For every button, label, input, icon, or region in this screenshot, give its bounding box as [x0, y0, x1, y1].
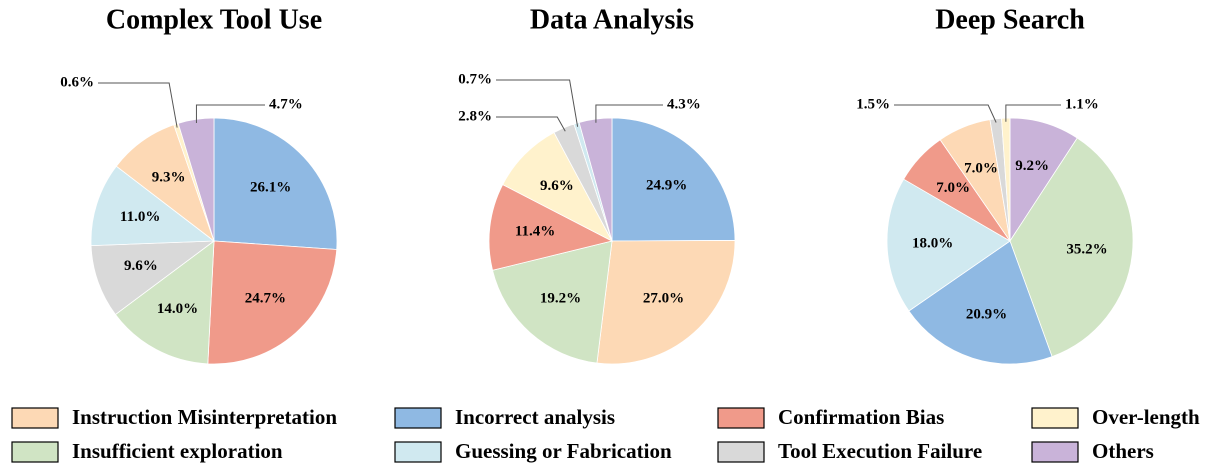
legend-swatch — [717, 407, 765, 429]
slice-label: 24.7% — [245, 290, 286, 306]
slice-label: 9.6% — [540, 178, 574, 194]
slice-label: 11.0% — [120, 209, 160, 225]
slice-label: 4.3% — [667, 96, 701, 112]
legend-swatch — [11, 407, 59, 429]
slice-label: 1.5% — [856, 96, 890, 112]
slice-label: 18.0% — [912, 235, 953, 251]
pie-slice — [90, 240, 216, 316]
slice-label: 9.3% — [152, 170, 186, 186]
pie-slice — [611, 117, 736, 242]
slice-label: 9.6% — [124, 258, 158, 274]
slice-label: 0.7% — [458, 71, 492, 87]
legend-label: Instruction Misinterpretation — [72, 405, 337, 429]
pie-slice — [502, 131, 613, 242]
legend-label: Incorrect analysis — [455, 405, 615, 429]
slice-label: 4.7% — [269, 96, 303, 112]
chart-title: Deep Search — [935, 4, 1085, 35]
pie-slice — [207, 240, 338, 365]
legend-label: Tool Execution Failure — [778, 439, 982, 463]
legend-swatch — [1031, 441, 1079, 463]
legend-swatch — [11, 441, 59, 463]
slice-label: 35.2% — [1066, 241, 1107, 257]
pie-slice — [114, 240, 215, 365]
leader-line — [894, 104, 997, 123]
slice-label: 7.0% — [936, 180, 970, 196]
slice-label: 0.6% — [60, 74, 94, 90]
slice-label: 1.1% — [1065, 96, 1099, 112]
leader-line — [195, 104, 265, 123]
slice-label: 2.8% — [458, 108, 492, 124]
slice-label: 26.1% — [250, 180, 291, 196]
legend-label: Insufficient exploration — [72, 439, 283, 463]
slice-label: 20.9% — [966, 306, 1007, 322]
leader-line — [1005, 104, 1061, 122]
legend-swatch — [394, 441, 442, 463]
pie-slice — [213, 117, 338, 250]
legend-label: Over-length — [1092, 405, 1200, 429]
leader-line — [496, 79, 579, 127]
legend-label: Guessing or Fabrication — [455, 439, 672, 463]
slice-label: 11.4% — [515, 223, 555, 239]
leader-line — [98, 82, 178, 128]
legend-label: Others — [1092, 439, 1154, 463]
slice-label: 14.0% — [157, 301, 198, 317]
pie-slice — [177, 117, 215, 242]
slice-label: 19.2% — [540, 290, 581, 306]
pie-slice — [1009, 137, 1134, 358]
legend-swatch — [1031, 407, 1079, 429]
leader-line — [496, 116, 566, 132]
leader-line — [595, 104, 663, 123]
pie-slice — [90, 165, 216, 247]
pie-slice — [492, 240, 613, 364]
legend-label: Confirmation Bias — [778, 405, 944, 429]
slice-label: 9.2% — [1015, 158, 1049, 174]
pie-slice — [488, 184, 614, 271]
pie-slice — [908, 240, 1053, 365]
legend-swatch — [717, 441, 765, 463]
chart-title: Data Analysis — [530, 4, 694, 35]
legend-swatch — [394, 407, 442, 429]
slice-label: 7.0% — [964, 161, 998, 177]
slice-label: 24.9% — [646, 178, 687, 194]
pie-slice — [596, 240, 736, 365]
slice-label: 27.0% — [643, 290, 684, 306]
pie-slice — [886, 178, 1011, 312]
chart-title: Complex Tool Use — [106, 4, 322, 35]
